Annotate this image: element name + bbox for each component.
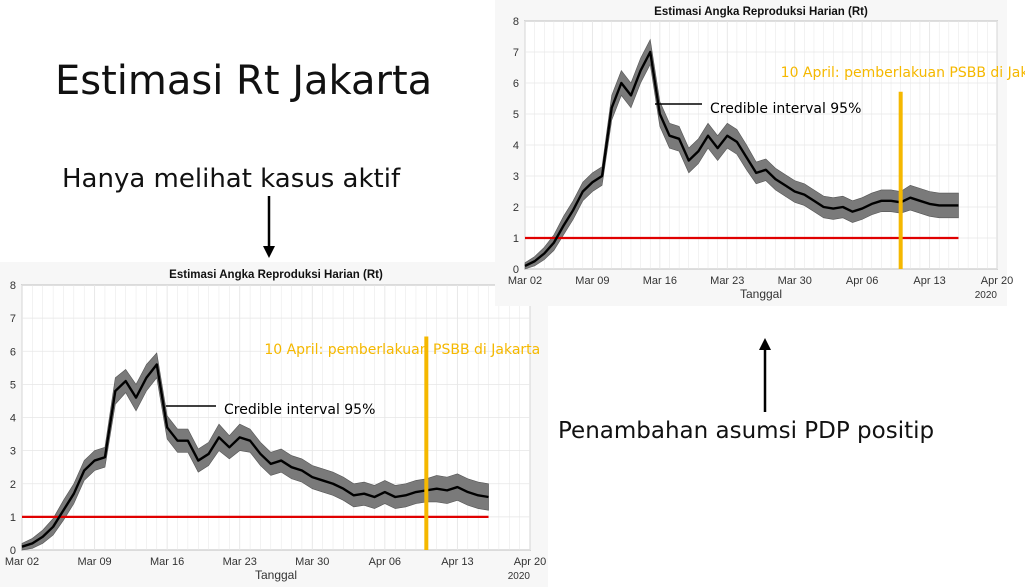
x-axis-year: 2020: [508, 571, 531, 582]
slide-caption: Penambahan asumsi PDP positip: [558, 418, 935, 444]
x-tick-label: Mar 09: [77, 556, 111, 568]
x-tick-label: Mar 16: [643, 275, 677, 287]
y-tick-label: 6: [513, 78, 519, 90]
y-tick-label: 1: [10, 512, 16, 524]
x-tick-label: Mar 23: [710, 275, 744, 287]
y-tick-label: 0: [10, 545, 16, 557]
psbb-event-label: 10 April: pemberlakuan PSBB di Jakarta: [781, 65, 1025, 81]
x-axis-year: 2020: [975, 290, 998, 301]
y-tick-label: 4: [513, 140, 519, 152]
x-tick-label: Apr 13: [913, 275, 945, 287]
y-tick-label: 0: [513, 264, 519, 276]
y-tick-label: 7: [513, 47, 519, 59]
rt-mean-line: [524, 50, 959, 267]
y-tick-label: 7: [10, 313, 16, 325]
x-tick-label: Mar 23: [223, 556, 257, 568]
slide-subtitle: Hanya melihat kasus aktif: [62, 164, 401, 194]
rt-chart-with-pdp: 0 1 2 3 4 5 6 7 8 Mar 02 Mar 09 Mar 16 Mar 23 Mar 30 A…: [495, 0, 1025, 306]
y-tick-label: 8: [513, 16, 519, 28]
chart-title: Estimasi Angka Reproduksi Harian (Rt): [169, 269, 383, 281]
x-axis-label: Tanggal: [255, 568, 297, 582]
y-tick-label: 4: [10, 413, 16, 425]
x-tick-label: Apr 20: [514, 556, 546, 568]
y-tick-label: 2: [513, 202, 519, 214]
rt-mean-line: [21, 363, 489, 548]
x-tick-label: Mar 30: [295, 556, 329, 568]
x-tick-label: Mar 02: [5, 556, 39, 568]
band-annotation-label: Credible interval 95%: [224, 402, 375, 418]
x-axis-label: Tanggal: [740, 287, 782, 301]
x-tick-label: Apr 06: [846, 275, 878, 287]
x-tick-label: Mar 16: [150, 556, 184, 568]
psbb-event-label: 10 April: pemberlakuan PSBB di Jakarta: [264, 342, 540, 358]
x-tick-label: Apr 06: [369, 556, 401, 568]
y-tick-label: 5: [10, 379, 16, 391]
down-arrow-icon: [263, 196, 275, 258]
x-tick-label: Mar 02: [508, 275, 542, 287]
y-tick-label: 2: [10, 479, 16, 491]
x-tick-label: Mar 09: [575, 275, 609, 287]
y-tick-label: 3: [10, 446, 16, 458]
chart-title: Estimasi Angka Reproduksi Harian (Rt): [654, 6, 868, 18]
rt-chart-active-cases: 0 1 2 3 4 5 6 7 8 Mar 02 Mar 09 Mar 16 Mar 23 Mar 30 A…: [0, 262, 548, 587]
y-tick-label: 3: [513, 171, 519, 183]
x-tick-label: Mar 30: [778, 275, 812, 287]
slide-title: Estimasi Rt Jakarta: [55, 58, 433, 104]
x-tick-label: Apr 20: [981, 275, 1013, 287]
band-annotation-label: Credible interval 95%: [710, 101, 861, 117]
y-tick-label: 5: [513, 109, 519, 121]
y-tick-label: 6: [10, 346, 16, 358]
up-arrow-icon: [759, 338, 771, 412]
x-tick-label: Apr 13: [441, 556, 473, 568]
y-tick-label: 8: [10, 280, 16, 292]
credible-interval-band: [21, 352, 489, 551]
y-tick-label: 1: [513, 233, 519, 245]
